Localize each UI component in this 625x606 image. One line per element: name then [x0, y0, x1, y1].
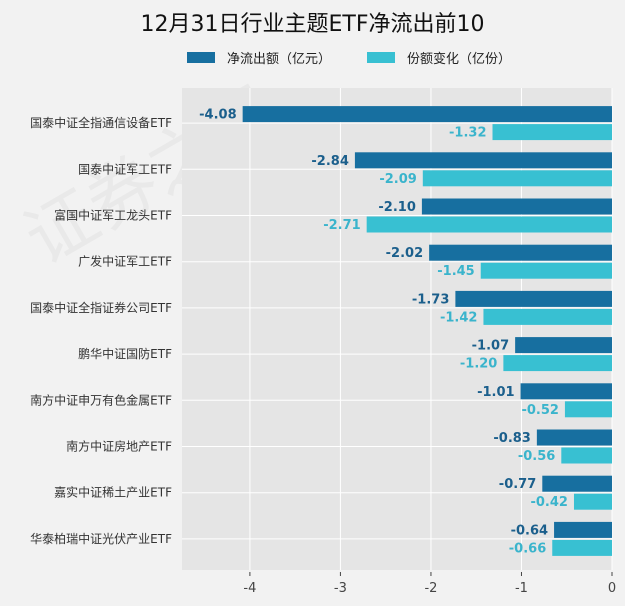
bar-share-change — [552, 539, 612, 556]
data-label: -0.52 — [521, 403, 558, 418]
bar-share-change — [561, 447, 612, 464]
bar-share-change — [492, 124, 612, 141]
bar-share-change — [573, 493, 612, 510]
data-label: -0.66 — [509, 541, 546, 556]
bar-net-outflow — [520, 383, 612, 400]
bar-share-change — [480, 262, 612, 279]
data-label: -0.64 — [511, 523, 548, 538]
y-tick-label: 华泰柏瑞中证光伏产业ETF — [30, 531, 172, 546]
legend-swatch — [367, 52, 395, 63]
data-label: -1.45 — [437, 264, 474, 279]
bar-share-change — [422, 170, 612, 187]
data-label: -4.08 — [199, 108, 236, 123]
y-tick-label: 鹏华中证国防ETF — [78, 346, 172, 361]
chart-title: 12月31日行业主题ETF净流出前10 — [140, 12, 485, 37]
legend-item-share-change: 份额变化（亿份） — [367, 48, 511, 67]
bar-net-outflow — [542, 475, 612, 492]
plot-area — [182, 88, 612, 570]
y-tick-label: 国泰中证全指证券公司ETF — [30, 300, 172, 315]
y-tick-label: 广发中证军工ETF — [78, 254, 172, 269]
x-tick-label: -3 — [334, 581, 347, 596]
data-label: -0.83 — [493, 431, 530, 446]
y-tick-label: 国泰中证军工ETF — [78, 161, 172, 176]
data-label: -2.02 — [386, 246, 423, 261]
data-label: -2.10 — [378, 200, 415, 215]
bar-net-outflow — [242, 106, 612, 123]
data-label: -1.42 — [440, 310, 477, 325]
legend-item-net-outflow: 净流出额（亿元） — [187, 48, 331, 67]
data-label: -2.71 — [323, 218, 360, 233]
data-label: -1.07 — [472, 339, 509, 354]
bar-net-outflow — [429, 244, 612, 261]
data-label: -2.09 — [379, 172, 416, 187]
data-label: -2.84 — [311, 154, 348, 169]
bar-share-change — [564, 401, 612, 418]
x-tick-label: -2 — [424, 581, 437, 596]
data-label: -1.01 — [477, 385, 514, 400]
y-tick-label: 嘉实中证稀土产业ETF — [54, 485, 172, 500]
data-label: -0.56 — [518, 449, 555, 464]
bar-net-outflow — [515, 337, 612, 354]
y-tick-label: 南方中证申万有色金属ETF — [30, 392, 172, 407]
data-label: -1.32 — [449, 126, 486, 141]
data-label: -1.73 — [412, 292, 449, 307]
bar-net-outflow — [554, 521, 612, 538]
x-tick-label: -4 — [243, 581, 256, 596]
data-label: -0.77 — [499, 477, 536, 492]
x-tick-label: -1 — [515, 581, 528, 596]
bar-share-change — [366, 216, 612, 233]
x-tick-label: 0 — [608, 581, 616, 596]
legend-swatch — [187, 52, 215, 63]
y-tick-label: 富国中证军工龙头ETF — [54, 208, 172, 223]
y-tick-label: 南方中证房地产ETF — [66, 439, 172, 454]
bar-share-change — [483, 308, 612, 325]
bar-net-outflow — [354, 152, 612, 169]
bar-net-outflow — [455, 290, 612, 307]
legend-label: 份额变化（亿份） — [407, 52, 512, 67]
legend-label: 净流出额（亿元） — [227, 52, 332, 67]
bar-net-outflow — [421, 198, 612, 215]
data-label: -0.42 — [530, 495, 567, 510]
bar-net-outflow — [536, 429, 612, 446]
data-label: -1.20 — [460, 357, 497, 372]
bar-share-change — [503, 355, 612, 372]
y-tick-label: 国泰中证全指通信设备ETF — [30, 115, 172, 130]
